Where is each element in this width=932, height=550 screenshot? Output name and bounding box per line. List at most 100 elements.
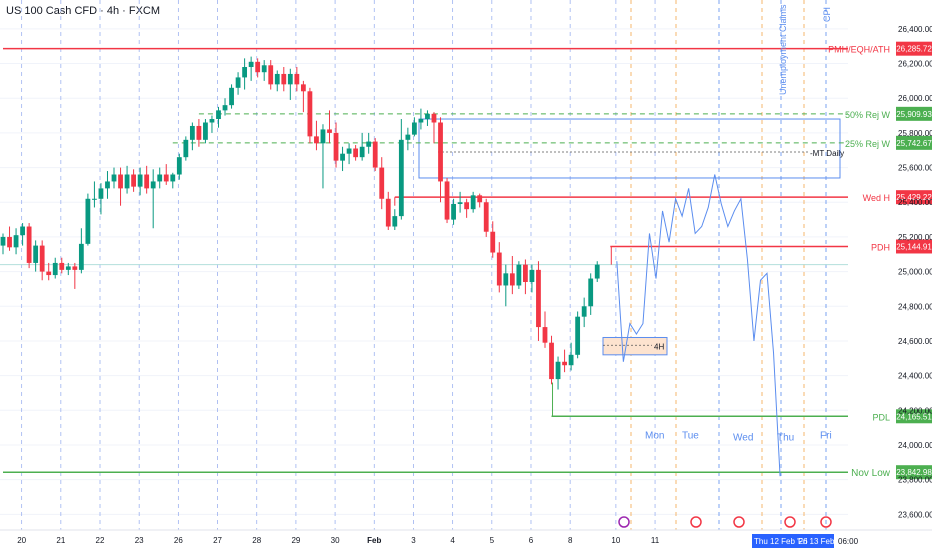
level-price-label: 25,742.67	[896, 139, 932, 148]
candle-body	[281, 73, 287, 85]
candle-body	[222, 105, 228, 111]
candle-body	[594, 264, 600, 279]
candle-body	[33, 245, 39, 263]
candle-body	[327, 129, 332, 133]
candle-body	[261, 65, 267, 73]
level-price-label: 25,429.22	[896, 193, 932, 202]
candle-body	[509, 273, 515, 286]
candle-body	[92, 198, 97, 200]
x-highlight-label: 06:00	[838, 537, 859, 546]
candle-body	[26, 226, 32, 263]
x-tick-label: 5	[490, 536, 495, 545]
candle-body	[405, 134, 411, 140]
x-tick-label: 20	[17, 536, 26, 545]
candle-body	[314, 136, 319, 144]
candle-body	[72, 266, 78, 270]
annotation-label: Mon	[645, 431, 664, 442]
level-price-label: 24,165.51	[896, 412, 932, 421]
candle-body	[150, 181, 156, 189]
daily-range-box	[418, 118, 841, 179]
candle-body	[483, 202, 489, 232]
level-price-label: 23,842.98	[896, 468, 932, 477]
y-tick-label: 24,200.00	[898, 406, 932, 415]
level-price-label: 26,285.72	[896, 45, 932, 54]
candle-body	[157, 174, 163, 182]
level-price-label: 25,144.91	[896, 242, 932, 251]
level-name-label: PDH	[871, 242, 890, 252]
annotation-label: 4H	[654, 342, 664, 351]
annotation-label: Thu	[777, 432, 794, 443]
candle-body	[59, 262, 65, 270]
x-tick-label: 11	[651, 536, 660, 545]
candle-body	[568, 354, 574, 366]
candle-body	[333, 132, 339, 161]
level-name-bg	[850, 135, 890, 150]
candle-body	[379, 167, 385, 199]
candle-body	[20, 226, 25, 236]
candle-body	[562, 361, 567, 366]
candle-body	[392, 216, 398, 227]
candle-body	[183, 139, 189, 158]
candle-body	[307, 91, 313, 137]
candle-body	[451, 203, 456, 220]
candle-body	[503, 273, 509, 286]
candle-body	[457, 202, 463, 204]
x-tick-label: 21	[56, 536, 65, 545]
y-tick-label: 24,000.00	[898, 441, 932, 450]
projection-path	[616, 174, 781, 477]
candle-body	[65, 266, 71, 270]
candle-body	[124, 174, 130, 189]
candle-body	[300, 84, 306, 92]
event-icon	[784, 516, 796, 528]
candle-body	[255, 61, 261, 73]
candle-body	[176, 157, 182, 175]
y-tick-label: 26,200.00	[898, 60, 932, 69]
level-price-box	[896, 135, 932, 150]
y-tick-label: 24,800.00	[898, 302, 932, 311]
annotation-label: Fri	[820, 431, 832, 442]
x-tick-label: 28	[252, 536, 261, 545]
x-tick-label: 30	[331, 536, 340, 545]
candle-body	[411, 122, 417, 135]
x-tick-label: 26	[174, 536, 183, 545]
y-tick-label: 26,000.00	[898, 94, 932, 103]
fvg-4h-box	[602, 336, 668, 356]
candle-body	[575, 316, 581, 355]
candle-body	[444, 181, 450, 220]
candle-body	[555, 361, 561, 380]
x-highlight-label: Fri 13 Feb '26	[798, 537, 848, 546]
candle-body	[425, 113, 430, 120]
candle-body	[39, 245, 45, 272]
candle-body	[418, 119, 424, 123]
candle-body	[516, 264, 522, 286]
x-tick-label: Feb	[367, 536, 381, 545]
candle-body	[588, 278, 594, 307]
y-tick-label: 24,600.00	[898, 337, 932, 346]
candle-body	[98, 188, 104, 199]
candle-body	[366, 141, 372, 147]
y-tick-label: 25,400.00	[898, 198, 932, 207]
event-label-cpi: CPI	[822, 7, 832, 22]
candle-body	[235, 77, 241, 88]
candle-body	[398, 139, 404, 217]
level-name-bg	[850, 239, 890, 254]
candle-body	[144, 174, 150, 189]
candle-body	[268, 65, 274, 85]
candle-body	[229, 87, 234, 106]
level-price-box	[896, 409, 932, 424]
candle-body	[287, 73, 293, 85]
candle-body	[438, 122, 443, 182]
candle-body	[294, 73, 300, 85]
candle-body	[105, 181, 110, 189]
candle-body	[163, 174, 169, 182]
candle-body	[209, 119, 215, 123]
candle-body	[131, 174, 136, 187]
candle-body	[78, 243, 84, 270]
level-price-box	[896, 190, 932, 205]
candle-body	[111, 174, 117, 182]
level-price-box	[896, 465, 932, 480]
candle-body	[477, 195, 483, 203]
level-name-bg	[850, 409, 890, 424]
y-tick-label: 26,400.00	[898, 25, 932, 34]
